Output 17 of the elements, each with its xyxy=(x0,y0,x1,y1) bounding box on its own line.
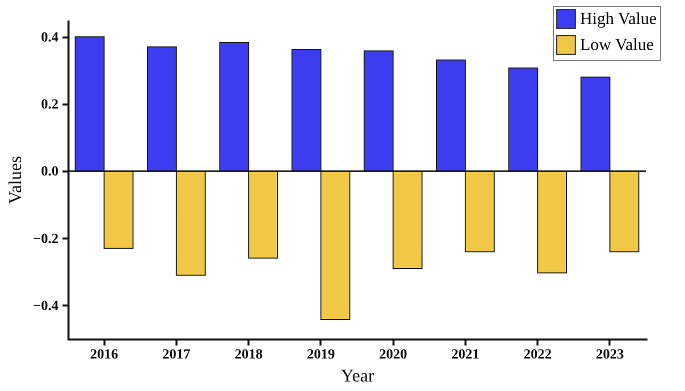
x-tick-label: 2020 xyxy=(379,348,408,362)
x-tick-label: 2019 xyxy=(306,348,335,362)
legend-label: Low Value xyxy=(580,35,654,54)
x-axis-title: Year xyxy=(340,366,374,386)
y-axis-title: Values xyxy=(5,156,26,204)
y-tick-label: 0.0 xyxy=(41,164,58,180)
y-tick-label: 0.2 xyxy=(41,97,58,112)
x-tick-label: 2021 xyxy=(451,348,480,362)
y-tick-label: −0.2 xyxy=(33,232,58,247)
x-tick-label: 2023 xyxy=(596,348,624,362)
y-tick-label: 0.4 xyxy=(41,30,58,46)
x-tick-label: 2022 xyxy=(524,348,552,362)
x-tick-label: 2018 xyxy=(234,348,263,362)
x-tick-label: 2017 xyxy=(162,348,190,362)
y-tick-label: −0.4 xyxy=(33,298,58,314)
legend-label: High Value xyxy=(580,9,657,28)
x-tick-label: 2016 xyxy=(90,348,118,362)
